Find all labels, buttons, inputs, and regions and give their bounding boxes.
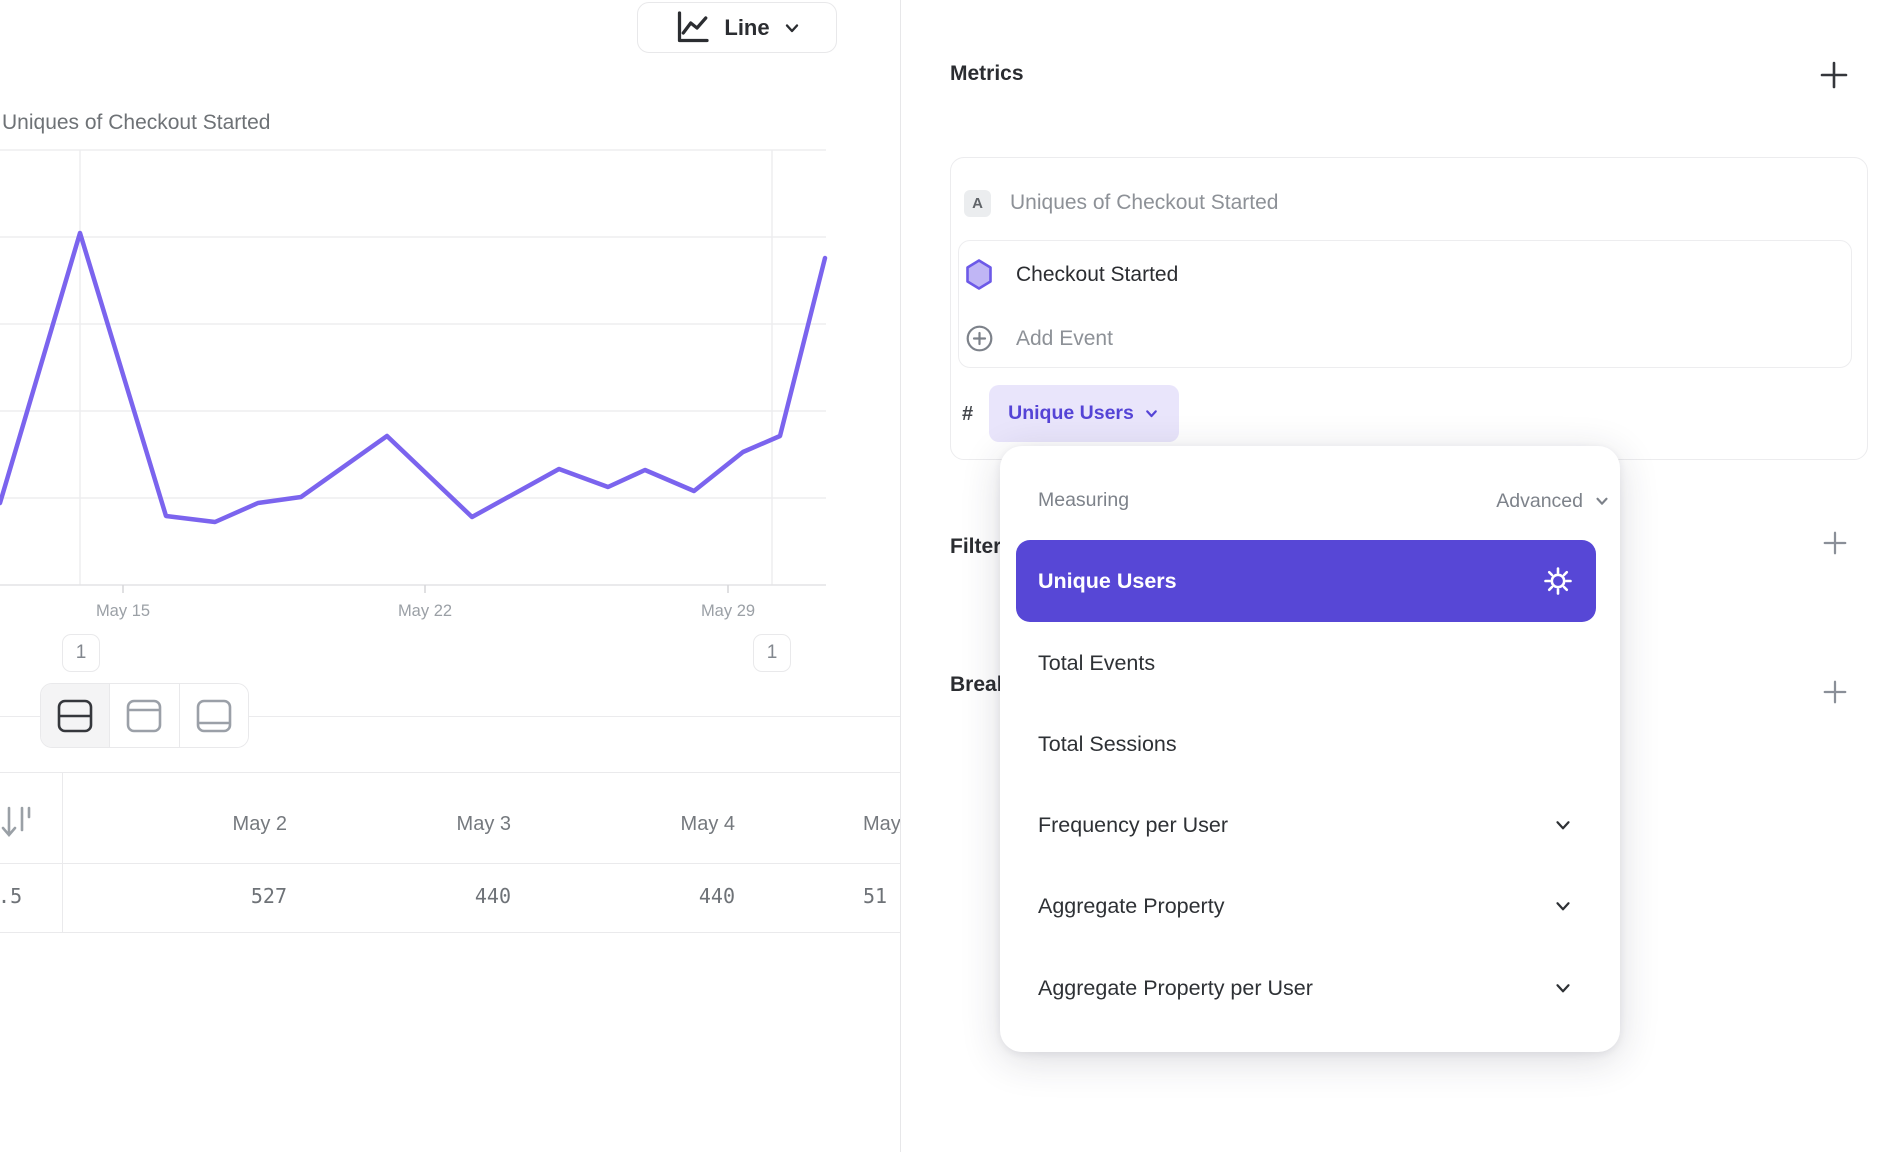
page-badge-left[interactable]: 1 — [62, 634, 100, 672]
aggregation-value: Unique Users — [1008, 402, 1134, 424]
table-cell-may4: 440 — [698, 884, 735, 908]
add-event-icon — [966, 325, 993, 352]
table-header-may4[interactable]: May 4 — [680, 812, 735, 835]
layout-chart-bottom-button[interactable] — [179, 684, 248, 747]
table-row-label-clipped: 0.5 — [0, 884, 23, 908]
chart-type-button[interactable]: Line — [637, 2, 837, 53]
selected-option-label: Unique Users — [1038, 568, 1177, 593]
table-header-may3[interactable]: May 3 — [456, 812, 511, 835]
bottom-panel-icon — [196, 699, 232, 732]
table-bottom-border — [0, 932, 900, 933]
metrics-header: Metrics — [950, 62, 1024, 85]
split-view-icon — [57, 699, 93, 732]
table-top-border — [0, 772, 900, 773]
top-panel-icon — [127, 699, 162, 732]
chevron-down-icon — [1556, 902, 1570, 911]
table-cell-may5-clipped: 51 — [863, 884, 888, 908]
measuring-option-unique-users[interactable]: Unique Users — [1016, 540, 1596, 622]
sort-icon[interactable] — [0, 804, 34, 840]
table-cell-may3: 440 — [474, 884, 511, 908]
measuring-option-aggregate-property-per-user[interactable]: Aggregate Property per User — [1016, 955, 1596, 1021]
table-cell-may2: 527 — [250, 884, 287, 908]
measuring-option-total-sessions[interactable]: Total Sessions — [1038, 731, 1177, 756]
event-list-card — [958, 240, 1852, 368]
advanced-mode-label: Advanced — [1496, 489, 1583, 512]
layout-split-button[interactable] — [41, 684, 111, 747]
table-column-separator — [62, 772, 63, 932]
chevron-down-icon — [1145, 410, 1157, 418]
chart-title: Uniques of Checkout Started — [2, 111, 271, 134]
add-metric-button[interactable] — [1817, 58, 1851, 92]
line-chart-icon — [672, 8, 712, 48]
section-divider — [0, 716, 900, 717]
chart-pane: Line Uniques of Checkout Started May 15 M… — [0, 0, 900, 1152]
gear-icon[interactable] — [1542, 565, 1574, 597]
chart-type-label: Line — [724, 14, 770, 40]
line-chart: May 15 May 22 May 29 — [0, 149, 828, 620]
chevron-down-icon — [1556, 984, 1570, 993]
add-breakdown-button[interactable] — [1818, 675, 1852, 709]
filters-header: Filters — [950, 535, 1014, 558]
advanced-mode-toggle[interactable]: Advanced — [1455, 485, 1611, 517]
aggregation-selector[interactable]: Unique Users — [989, 385, 1179, 442]
chevron-down-icon — [1596, 497, 1608, 505]
measuring-option-total-events[interactable]: Total Events — [1038, 650, 1156, 675]
pane-divider — [900, 0, 901, 1152]
event-name[interactable]: Checkout Started — [1016, 263, 1179, 286]
add-event-button[interactable]: Add Event — [1016, 327, 1113, 350]
chevron-down-icon — [785, 23, 798, 32]
table-header-may2[interactable]: May 2 — [232, 812, 287, 835]
measuring-option-frequency-per-user[interactable]: Frequency per User — [1016, 792, 1596, 858]
table-header-border — [0, 863, 900, 864]
svg-text:May 15: May 15 — [96, 602, 150, 620]
svg-text:May 22: May 22 — [398, 602, 452, 620]
metric-title: Uniques of Checkout Started — [1010, 191, 1279, 214]
aggregation-prefix: # — [962, 403, 974, 425]
page-badge-right[interactable]: 1 — [753, 634, 791, 672]
chevron-down-icon — [1556, 821, 1570, 830]
svg-text:May 29: May 29 — [701, 602, 755, 620]
add-filter-button[interactable] — [1818, 526, 1852, 560]
event-hexagon-icon — [965, 258, 993, 291]
table-header-may5-clipped[interactable]: May — [863, 812, 900, 835]
layout-chart-top-button[interactable] — [110, 684, 180, 747]
layout-toggle-group — [40, 683, 249, 748]
measuring-label: Measuring — [1038, 489, 1130, 511]
measuring-option-aggregate-property[interactable]: Aggregate Property — [1016, 873, 1596, 939]
metric-letter-badge: A — [964, 190, 991, 217]
